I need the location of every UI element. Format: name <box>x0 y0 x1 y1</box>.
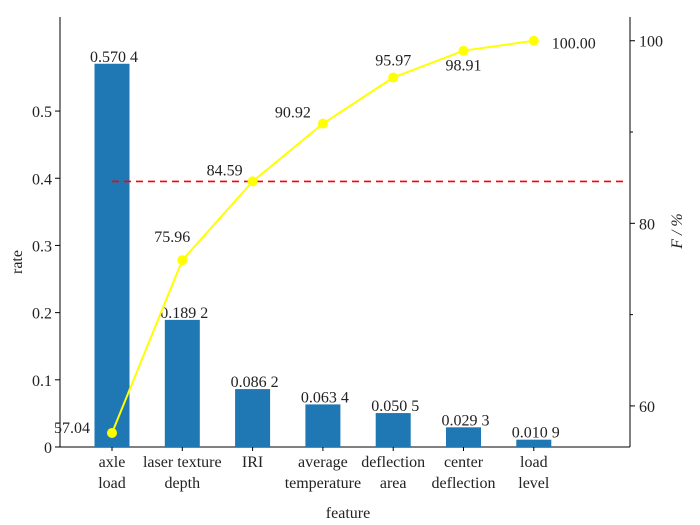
bar-value-labels: 0.570 4 0.189 2 0.086 2 0.063 4 0.050 5 0.029… <box>90 49 560 442</box>
y2-axis-title: F / % <box>669 213 686 250</box>
cumulative-value-label: 98.91 <box>446 58 482 75</box>
cumulative-point <box>317 118 328 129</box>
left-tick-label: 0.5 <box>32 104 52 121</box>
cumulative-value-label: 95.97 <box>375 53 411 70</box>
x-tick-label: laser texture <box>143 454 222 471</box>
x-tick-label: load <box>520 454 548 471</box>
bar-value-label: 0.189 2 <box>160 305 208 322</box>
bar-value-label: 0.029 3 <box>442 412 490 429</box>
cumulative-point <box>388 72 399 83</box>
bar <box>94 63 130 447</box>
cumulative-series <box>107 35 539 438</box>
right-tick-label: 100 <box>639 34 663 51</box>
x-tick-label: axle <box>99 454 126 471</box>
x-tick-label: deflection <box>432 475 496 492</box>
bar-value-label: 0.010 9 <box>512 425 560 442</box>
cumulative-value-labels: 57.04 75.96 84.59 90.92 95.97 98.91 100.00 <box>54 36 596 437</box>
x-tick-label: average <box>298 454 348 471</box>
left-tick-label: 0.1 <box>32 373 52 390</box>
bar <box>164 319 200 447</box>
left-axis-ticks: 0 0.1 0.2 0.3 0.4 0.5 <box>32 104 60 457</box>
right-axis-ticks: 60 80 100 <box>630 34 663 416</box>
left-tick-label: 0 <box>44 440 52 457</box>
cumulative-point <box>107 427 117 438</box>
x-tick-label: deflection <box>361 454 425 471</box>
cumulative-point <box>177 255 188 266</box>
right-tick-label: 60 <box>639 399 655 416</box>
right-tick-label: 80 <box>639 216 655 233</box>
x-tick-label: area <box>380 475 407 492</box>
bar <box>375 413 411 447</box>
x-axis-title: feature <box>326 505 370 522</box>
left-tick-label: 0.2 <box>32 306 52 323</box>
cumulative-point <box>458 45 469 56</box>
bar <box>305 404 341 447</box>
bar <box>516 439 552 447</box>
cumulative-value-label: 100.00 <box>552 36 596 53</box>
y-axis-title: rate <box>9 250 26 274</box>
x-tick-label: depth <box>165 475 201 492</box>
cumulative-value-label: 90.92 <box>275 105 311 122</box>
x-tick-label: IRI <box>242 454 263 471</box>
bar-series <box>94 63 552 447</box>
x-axis-ticks: axle load laser texture depth IRI average temp… <box>98 447 550 492</box>
cumulative-point <box>528 35 539 46</box>
bar-value-label: 0.063 4 <box>301 389 349 406</box>
cumulative-value-label: 75.96 <box>154 229 190 246</box>
left-tick-label: 0.3 <box>32 238 52 255</box>
x-tick-label: load <box>98 475 126 492</box>
cumulative-value-label: 57.04 <box>54 420 90 437</box>
bar-value-label: 0.086 2 <box>231 374 279 391</box>
x-tick-label: center <box>444 454 484 471</box>
bar <box>235 389 271 447</box>
left-tick-label: 0.4 <box>32 171 52 188</box>
x-tick-label: level <box>518 475 550 492</box>
cumulative-point <box>247 176 258 187</box>
bar-value-label: 0.570 4 <box>90 49 138 66</box>
bar <box>446 427 481 447</box>
bar-value-label: 0.050 5 <box>371 398 419 415</box>
x-tick-label: temperature <box>285 475 361 492</box>
cumulative-value-label: 84.59 <box>207 162 243 179</box>
